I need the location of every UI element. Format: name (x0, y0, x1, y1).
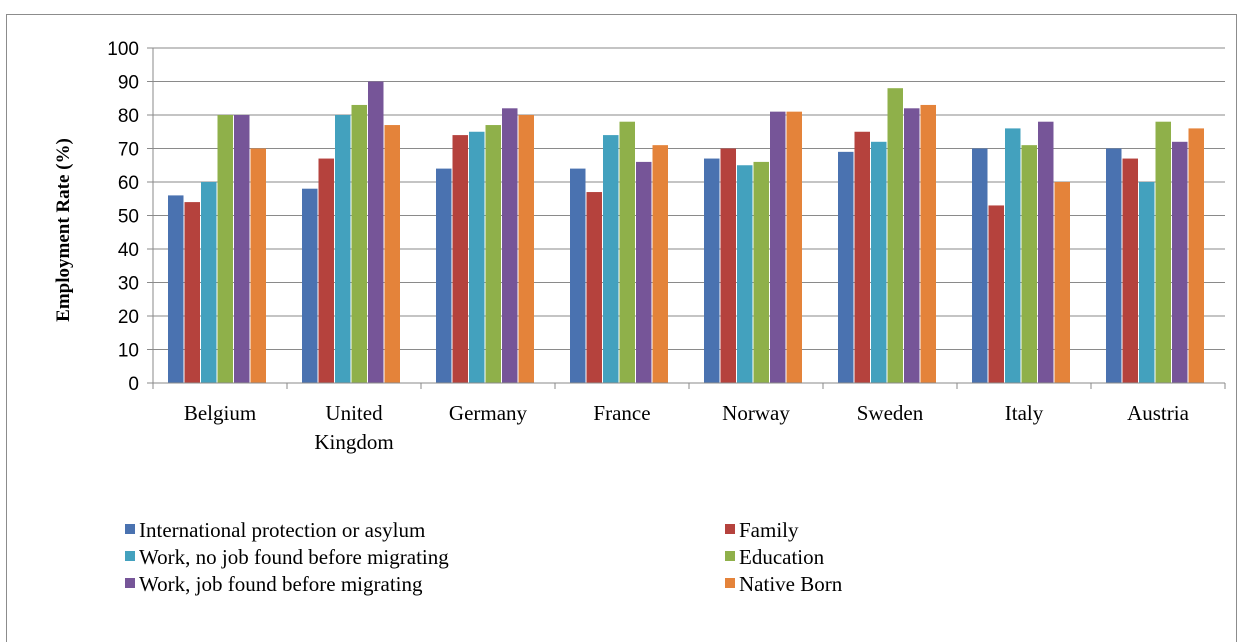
bar-4-2 (737, 165, 753, 383)
bar-0-0 (168, 195, 184, 383)
bar-4-4 (770, 111, 786, 384)
bar-2-2 (469, 131, 485, 383)
legend: International protection or asylum Family… (125, 518, 843, 596)
bar-0-3 (217, 115, 233, 383)
y-tick-label-30: 30 (118, 274, 139, 295)
bar-1-2 (335, 115, 351, 383)
bar-1-1 (318, 158, 334, 383)
bar-2-1 (452, 135, 468, 383)
bar-7-3 (1155, 121, 1171, 383)
legend-label-4: Work, job found before migrating (139, 572, 423, 596)
bar-6-5 (1054, 182, 1070, 383)
legend-swatch-5 (725, 578, 735, 588)
y-tick-label-0: 0 (128, 374, 139, 395)
bar-6-3 (1021, 145, 1037, 383)
bar-2-5 (518, 115, 534, 383)
x-category-label-7: Austria (1127, 401, 1190, 425)
bar-1-3 (351, 104, 367, 383)
x-category-label-0: Belgium (184, 401, 256, 425)
y-tick-labels: 0 10 20 30 40 50 60 70 80 90 100 (107, 39, 139, 395)
y-tick-label-60: 60 (118, 173, 139, 194)
y-tick-label-70: 70 (118, 140, 139, 161)
legend-swatch-3 (725, 551, 735, 561)
bar-5-5 (920, 104, 936, 383)
y-tick-label-10: 10 (118, 341, 139, 362)
legend-label-3: Education (739, 545, 825, 569)
legend-swatch-1 (725, 524, 735, 534)
y-tick-label-40: 40 (118, 240, 139, 261)
y-axis-label: Employment Rate (%) (53, 138, 74, 322)
bar-7-4 (1172, 141, 1188, 383)
bar-3-1 (586, 192, 602, 383)
cropped-top-text (0, 0, 300, 6)
bar-3-4 (636, 161, 652, 383)
x-category-label-3: France (593, 401, 650, 425)
legend-swatch-2 (125, 551, 135, 561)
bar-4-5 (786, 111, 802, 384)
bar-2-4 (502, 108, 518, 384)
x-category-label-2: Germany (449, 401, 528, 425)
legend-label-1: Family (739, 518, 799, 542)
bar-0-4 (234, 115, 250, 383)
bar-5-0 (838, 151, 854, 383)
legend-swatch-0 (125, 524, 135, 534)
bar-6-4 (1038, 121, 1054, 383)
bar-4-0 (704, 158, 720, 383)
bar-7-0 (1106, 148, 1122, 383)
bars (168, 81, 1204, 384)
bar-3-3 (619, 121, 635, 383)
y-tick-label-100: 100 (107, 39, 139, 60)
bar-3-5 (652, 145, 668, 383)
chart-frame: 0 10 20 30 40 50 60 70 80 90 100 Belgium United King… (6, 14, 1237, 642)
bar-7-5 (1188, 128, 1204, 383)
bar-1-0 (302, 188, 318, 383)
legend-label-0: International protection or asylum (139, 518, 425, 542)
bar-5-3 (887, 88, 903, 383)
bar-2-3 (485, 125, 501, 384)
y-tick-label-90: 90 (118, 73, 139, 94)
bar-0-1 (184, 202, 200, 383)
bar-0-2 (201, 182, 217, 383)
bar-7-2 (1139, 182, 1155, 383)
bar-7-1 (1122, 158, 1138, 383)
y-tick-label-50: 50 (118, 207, 139, 228)
x-category-label-1: United Kingdom (314, 401, 393, 454)
x-category-label-5: Sweden (857, 401, 924, 425)
bar-5-2 (871, 141, 887, 383)
bar-4-3 (753, 161, 769, 383)
bar-6-2 (1005, 128, 1021, 383)
bar-2-0 (436, 168, 452, 383)
bar-6-1 (988, 205, 1004, 383)
x-category-label-6: Italy (1005, 401, 1044, 425)
bar-1-5 (384, 125, 400, 384)
y-tick-label-80: 80 (118, 106, 139, 127)
y-tick-label-20: 20 (118, 307, 139, 328)
x-category-labels: Belgium United Kingdom Germany France Norway S… (184, 401, 1190, 454)
bar-5-4 (904, 108, 920, 384)
bar-5-1 (854, 131, 870, 383)
legend-label-5: Native Born (739, 572, 843, 596)
bar-chart: 0 10 20 30 40 50 60 70 80 90 100 Belgium United King… (53, 39, 1226, 596)
x-category-label-4: Norway (722, 401, 790, 425)
bar-6-0 (972, 148, 988, 383)
bar-4-1 (720, 148, 736, 383)
legend-swatch-4 (125, 578, 135, 588)
legend-label-2: Work, no job found before migrating (139, 545, 449, 569)
bar-0-5 (250, 148, 266, 383)
bar-3-0 (570, 168, 586, 383)
bar-1-4 (368, 81, 384, 383)
axes (147, 47, 1226, 389)
bar-3-2 (603, 135, 619, 383)
